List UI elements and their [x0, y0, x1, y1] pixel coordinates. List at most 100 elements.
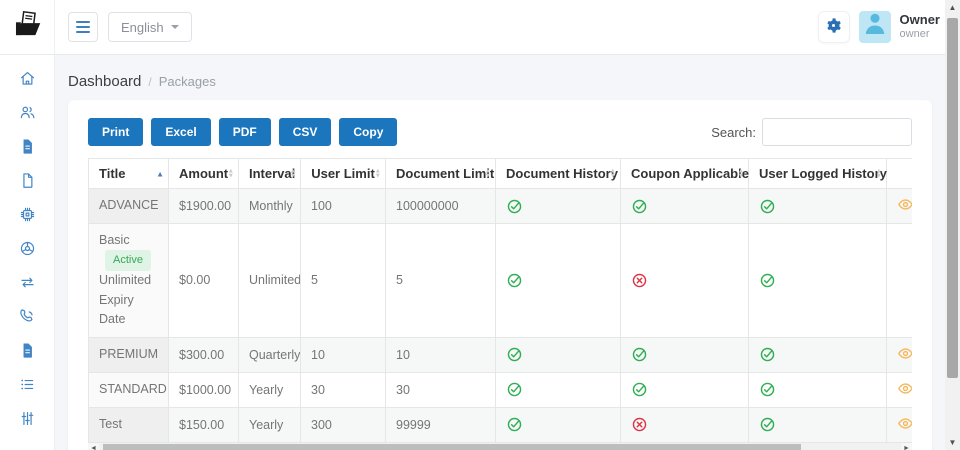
user-info[interactable]: Owner owner — [900, 12, 940, 42]
document-icon — [18, 171, 37, 195]
user-role: owner — [899, 28, 930, 41]
package-title: Test — [99, 416, 122, 431]
breadcrumb-dashboard[interactable]: Dashboard — [68, 73, 142, 90]
sidebar-item[interactable] — [10, 71, 44, 90]
cell-amount: $0.00 — [168, 223, 239, 338]
sidebar-item[interactable] — [10, 207, 44, 226]
table-row: STANDARD $1000.00 Yearly 30 30 — [88, 371, 912, 408]
column-header-document-history[interactable]: Document History ▲ ▼ — [495, 158, 621, 189]
document-text-icon — [18, 137, 37, 161]
scroll-right-arrow-icon[interactable]: ► — [903, 444, 910, 450]
package-title: STANDARD — [99, 381, 167, 396]
cell-title: ADVANCE — [88, 188, 169, 224]
sidebar-item[interactable] — [10, 171, 44, 195]
search-input[interactable] — [762, 118, 912, 146]
cell-document-history — [495, 223, 621, 338]
column-header-amount[interactable]: Amount ▲ ▼ — [168, 158, 239, 189]
table-horizontal-scrollbar[interactable]: ◄ ► — [88, 442, 912, 450]
cell-document-history — [495, 188, 621, 224]
cell-action — [886, 223, 912, 338]
cell-document-history — [495, 406, 621, 443]
check-circle-icon — [760, 347, 775, 362]
view-button[interactable] — [897, 196, 912, 213]
cell-title: Test — [88, 406, 169, 443]
table-body: ADVANCE $1900.00 Monthly 100 100000000 Basic A… — [88, 188, 912, 443]
view-button[interactable] — [897, 415, 912, 432]
check-circle-icon — [632, 199, 647, 213]
column-header-user-limit[interactable]: User Limit ▲ ▼ — [300, 158, 386, 189]
cell-amount: $300.00 — [168, 336, 239, 373]
sidebar-item[interactable] — [10, 378, 44, 396]
user-name: Owner — [899, 12, 940, 27]
settings-button[interactable] — [817, 11, 850, 43]
table-row: PREMIUM $300.00 Quarterly 10 10 — [88, 336, 912, 373]
view-button[interactable] — [897, 345, 912, 362]
table-row: Test $150.00 Yearly 300 99999 — [88, 406, 912, 443]
excel-button[interactable]: Excel — [151, 118, 211, 146]
language-dropdown[interactable]: English — [108, 12, 192, 42]
gear-icon — [825, 17, 842, 37]
column-header-coupon-applicable[interactable]: Coupon Applicable ▲ ▼ — [620, 158, 749, 189]
cell-user-logged-history — [748, 223, 887, 338]
caret-down-icon — [170, 25, 179, 29]
copy-button[interactable]: Copy — [339, 118, 398, 146]
page-scrollbar-thumb[interactable] — [947, 18, 958, 378]
cell-document-history — [495, 336, 621, 373]
cell-coupon-applicable — [620, 406, 749, 443]
sidebar-item[interactable] — [10, 241, 44, 260]
phone-icon — [18, 307, 37, 331]
cell-action — [886, 406, 912, 443]
sidebar-item[interactable] — [10, 276, 44, 294]
main-content: Dashboard / Packages Print Excel PDF CSV… — [55, 55, 945, 450]
cell-user-limit: 100 — [300, 188, 386, 224]
sidebar-item[interactable] — [10, 411, 44, 430]
folder-document-logo-icon — [12, 10, 42, 44]
scroll-up-arrow-icon[interactable]: ▲ — [948, 3, 957, 12]
cell-document-limit: 100000000 — [385, 188, 496, 224]
column-label: Document History — [506, 166, 618, 181]
language-label: English — [121, 19, 164, 35]
packages-card: Print Excel PDF CSV Copy Search: Title ▲ A… — [68, 100, 932, 450]
column-header-interval[interactable]: Interval ▲ ▼ — [238, 158, 301, 189]
sidebar-item[interactable] — [10, 106, 44, 124]
sidebar-item[interactable] — [10, 343, 44, 362]
hscrollbar-thumb[interactable] — [103, 443, 801, 450]
x-circle-icon — [632, 417, 647, 432]
cell-action — [886, 371, 912, 408]
app-logo[interactable] — [0, 0, 55, 54]
cell-user-limit: 30 — [300, 371, 386, 408]
cell-coupon-applicable — [620, 336, 749, 373]
table-row: Basic Active Unlimited Expiry Date $0.00 Unl… — [88, 223, 912, 338]
print-button[interactable]: Print — [88, 118, 144, 146]
column-label: User Limit — [311, 166, 375, 181]
sidebar-item[interactable] — [10, 307, 44, 331]
packages-table: Title ▲ Amount ▲ ▼ Interval ▲ ▼ User Limit ▲ ▼ Docu… — [88, 158, 912, 443]
check-circle-icon — [760, 417, 775, 432]
sidebar-toggle-button[interactable] — [68, 12, 98, 42]
scroll-down-arrow-icon[interactable]: ▼ — [948, 438, 957, 447]
scroll-left-arrow-icon[interactable]: ◄ — [90, 444, 97, 450]
user-avatar[interactable] — [858, 11, 891, 43]
cell-title: PREMIUM — [88, 336, 169, 373]
sidebar-item[interactable] — [10, 137, 44, 161]
check-circle-icon — [507, 417, 522, 432]
column-header-action[interactable]: Action▲▼ — [886, 158, 912, 189]
package-title: PREMIUM — [99, 346, 159, 361]
column-label: User Logged History — [759, 166, 887, 181]
table-row: ADVANCE $1900.00 Monthly 100 100000000 — [88, 188, 912, 224]
eye-icon — [898, 347, 912, 359]
cell-action — [886, 336, 912, 373]
pdf-button[interactable]: PDF — [218, 118, 271, 146]
column-header-user-logged-history[interactable]: User Logged History ▲ ▼ — [748, 158, 887, 189]
x-circle-icon — [632, 273, 647, 288]
cell-coupon-applicable — [620, 371, 749, 408]
csv-button[interactable]: CSV — [278, 118, 332, 146]
sort-icon: ▲ ▼ — [374, 167, 381, 180]
hscrollbar-track[interactable] — [99, 442, 901, 450]
page-vertical-scrollbar[interactable]: ▲ ▼ — [945, 0, 960, 450]
column-header-document-limit[interactable]: Document Limit ▲ ▼ — [385, 158, 496, 189]
column-header-title[interactable]: Title ▲ — [88, 158, 169, 189]
view-button[interactable] — [897, 380, 912, 397]
cell-user-limit: 5 — [300, 223, 386, 338]
cell-interval: Yearly — [238, 371, 301, 408]
